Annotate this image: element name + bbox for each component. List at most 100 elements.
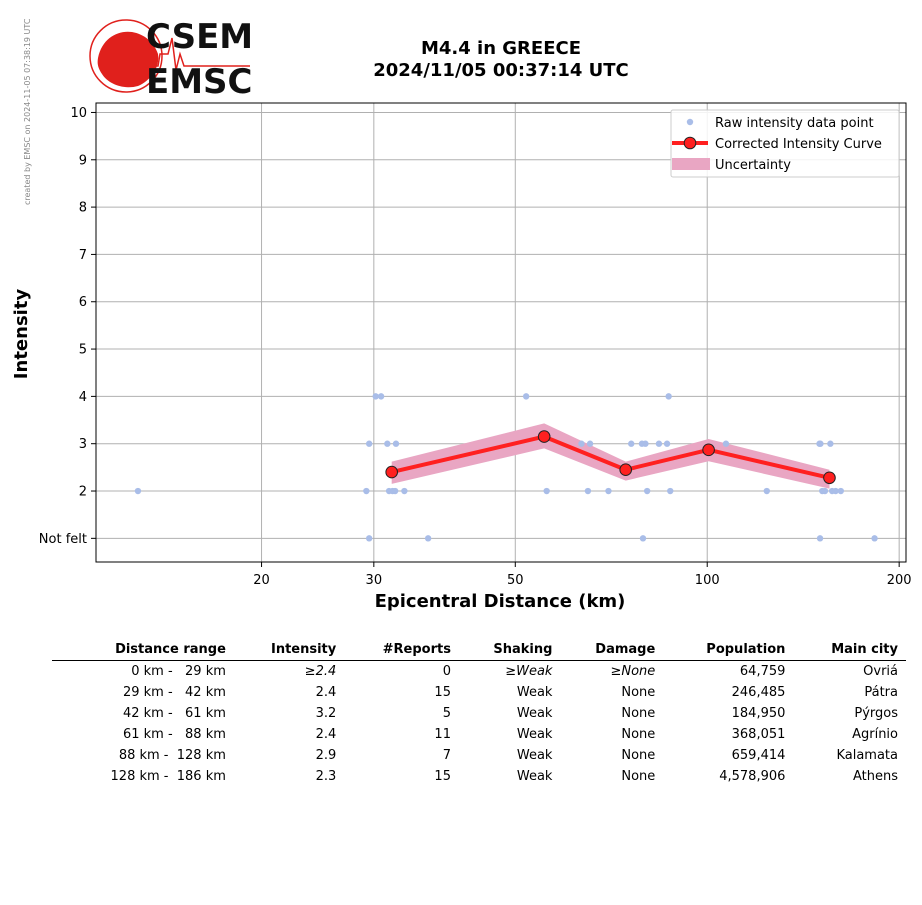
title-line-1: M4.4 in GREECE [420, 38, 582, 59]
raw-data-point [522, 393, 530, 400]
y-tick-label: 2 [79, 485, 87, 500]
table-body: 0 km - 29 km ≥2.4 0 ≥Weak ≥None 64,759 Ovriá 29… [52, 661, 906, 788]
raw-data-point [665, 393, 672, 400]
table-cell-damage: ≥None [610, 664, 656, 679]
raw-data-point [655, 440, 663, 447]
table-cell-city: Kalamata [836, 748, 898, 763]
y-tick-label: 8 [79, 201, 87, 216]
table-cell-population: 64,759 [739, 664, 786, 679]
table-cell-city: Agrínio [852, 727, 898, 742]
raw-data-point [377, 393, 385, 400]
table-cell-city: Ovriá [863, 664, 898, 679]
table-cell-population: 4,578,906 [719, 769, 786, 784]
table-cell-damage: None [621, 748, 656, 763]
table-cell-shaking: Weak [516, 769, 553, 784]
raw-data-point [628, 440, 635, 447]
x-tick-label: 50 [507, 573, 524, 588]
table-header-cell: Intensity [233, 640, 345, 661]
raw-data-point [642, 440, 649, 447]
raw-data-point [663, 440, 671, 447]
table-cell-city: Athens [852, 769, 898, 784]
grid-lines [96, 103, 906, 562]
curve-group [385, 430, 836, 485]
raw-data-point [372, 393, 379, 400]
raw-data-point [643, 487, 651, 495]
y-tick-label: 4 [79, 390, 87, 405]
table-cell-range: 128 km - 186 km [110, 769, 226, 784]
raw-data-point [392, 440, 400, 447]
raw-data-point [722, 440, 730, 447]
table-cell-shaking: Weak [516, 727, 553, 742]
table-cell-reports: 0 [442, 664, 451, 679]
table-cell-intensity: 2.4 [315, 727, 337, 742]
table-header-row: Distance range Intensity #Reports Shaking Da… [52, 640, 906, 661]
table-cell-reports: 15 [434, 685, 451, 700]
y-tick-labels: Not felt 2 3 4 5 6 7 8 9 10 [39, 106, 96, 547]
intensity-chart: 20 30 50 100 200 Not felt 2 3 4 5 6 7 8 9 10 Epicentr… [11, 102, 912, 612]
curve-marker [619, 463, 633, 477]
table-header-cell: Population [663, 640, 794, 661]
raw-data-point [578, 440, 585, 447]
table-cell-damage: None [621, 727, 656, 742]
y-tick-label: 6 [79, 295, 87, 310]
raw-data-point [821, 487, 829, 495]
table-cell-intensity: 2.4 [315, 685, 337, 700]
table-cell-population: 659,414 [731, 748, 786, 763]
table-cell-population: 246,485 [731, 685, 786, 700]
uncertainty-band-group [391, 423, 830, 489]
table-header-cell: Damage [560, 640, 664, 661]
table-cell-reports: 15 [434, 769, 451, 784]
raw-data-point [134, 487, 142, 495]
raw-data-point [584, 487, 592, 495]
table-cell-shaking: Weak [516, 748, 553, 763]
raw-data-point [401, 487, 408, 495]
logo-text-top: CSEM [146, 18, 253, 57]
x-tick-label: 200 [887, 573, 912, 588]
table-row: 88 km - 128 km 2.9 7 Weak None 659,414 Kalamat… [52, 745, 906, 766]
table-cell-population: 368,051 [731, 727, 786, 742]
curve-marker [385, 465, 398, 479]
title-line-2: 2024/11/05 00:37:14 UTC [373, 60, 629, 81]
raw-data-point [667, 487, 674, 495]
raw-data-point [543, 487, 550, 495]
x-tick-label: 100 [695, 573, 720, 588]
table-cell-population: 184,950 [731, 706, 786, 721]
legend-band-swatch [672, 158, 710, 170]
legend-label-raw: Raw intensity data point [715, 116, 874, 131]
legend-box [670, 109, 900, 178]
raw-data-point [832, 487, 839, 495]
table-header-cell: Shaking [458, 640, 561, 661]
legend: Raw intensity data point Corrected Intens… [670, 109, 900, 178]
table-header-cell: #Reports [344, 640, 459, 661]
table-cell-intensity: 2.9 [315, 748, 337, 763]
raw-points-group [134, 393, 878, 542]
table-cell-city: Pátra [864, 685, 898, 700]
curve-marker [702, 443, 715, 457]
raw-data-point [639, 535, 647, 542]
x-tick-labels: 20 30 50 100 200 [253, 562, 912, 588]
y-tick-label: 5 [79, 343, 87, 358]
raw-data-point [837, 487, 845, 495]
raw-data-point [763, 487, 770, 495]
raw-data-point [365, 440, 373, 447]
legend-label-band: Uncertainty [715, 158, 791, 173]
table-header-cell: Distance range [52, 640, 234, 661]
table-row: 61 km - 88 km 2.4 11 Weak None 368,051 Agrínio [52, 724, 906, 745]
table-cell-range: 29 km - 42 km [122, 685, 226, 700]
table-row: 128 km - 186 km 2.3 15 Weak None 4,578,906 Ath… [52, 766, 906, 787]
curve-marker [823, 471, 836, 485]
table-cell-intensity: 2.3 [315, 769, 337, 784]
legend-label-curve: Corrected Intensity Curve [715, 137, 882, 152]
y-axis-label: Intensity [11, 289, 32, 380]
table-header-cell: Main city [793, 640, 906, 661]
table-cell-shaking: ≥Weak [505, 664, 553, 679]
table-cell-intensity: ≥2.4 [304, 664, 337, 679]
table-cell-reports: 11 [434, 727, 451, 742]
table-cell-range: 88 km - 128 km [118, 748, 226, 763]
x-axis-label: Epicentral Distance (km) [375, 591, 626, 612]
raw-data-point [816, 535, 824, 542]
y-tick-label: 7 [79, 248, 87, 263]
raw-data-point [384, 440, 391, 447]
table-cell-intensity: 3.2 [315, 706, 337, 721]
distance-summary-table: Distance range Intensity #Reports Shaking Da… [52, 640, 906, 787]
